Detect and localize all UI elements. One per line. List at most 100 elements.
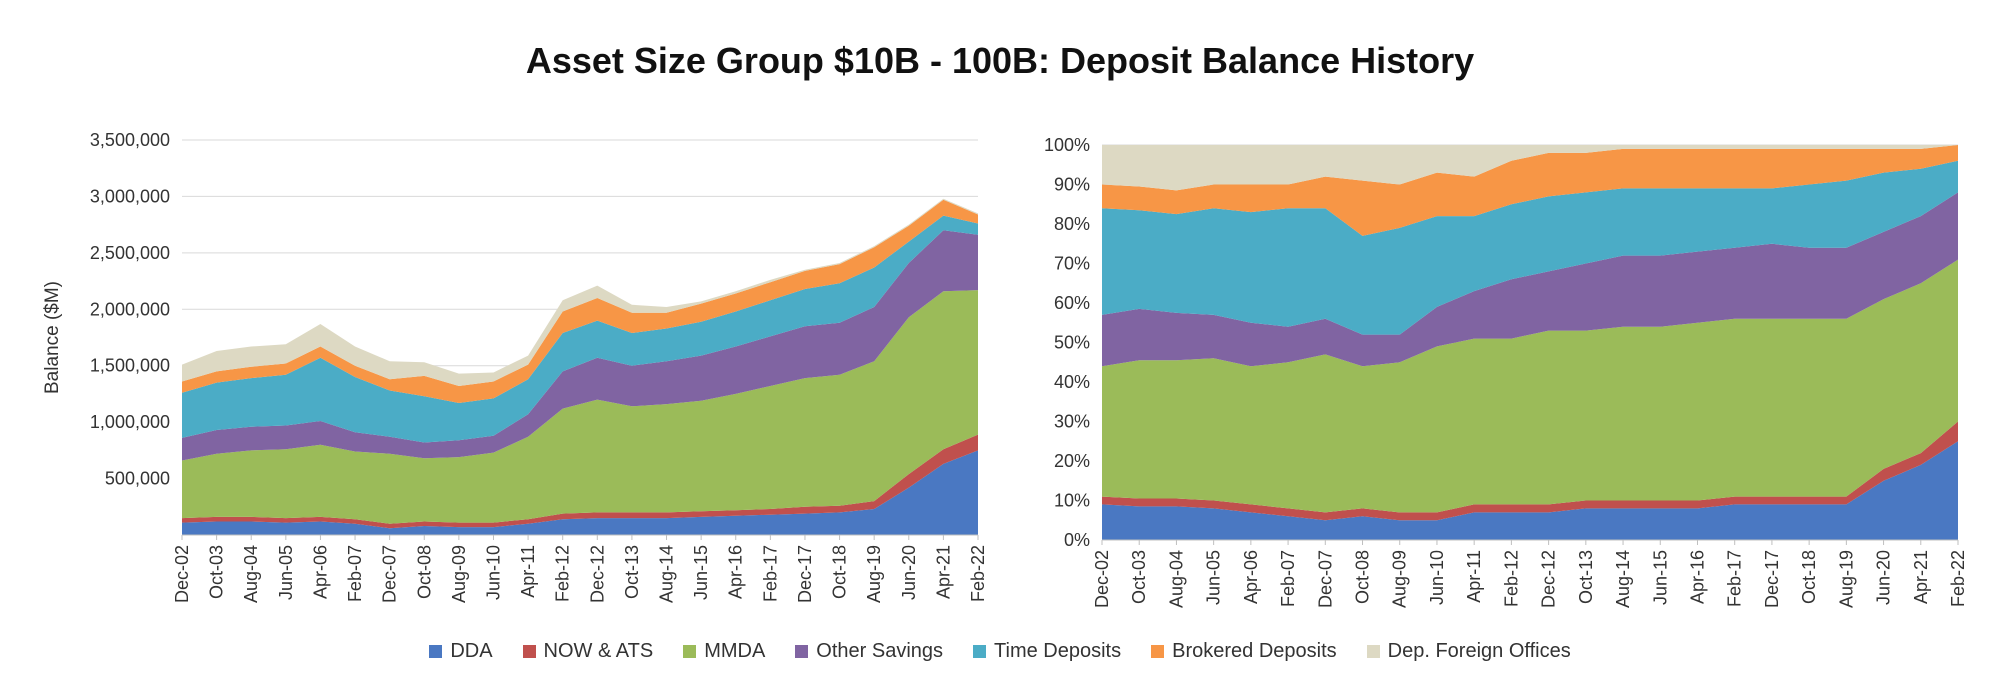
x-tick-label: Oct-08 [1353,550,1373,604]
series-area-other-savings [1102,192,1958,367]
x-tick-label: Oct-08 [414,545,434,599]
x-tick-label: Dec-02 [172,545,192,603]
y-tick-label: 60% [1054,293,1090,313]
legend-label: NOW & ATS [543,640,654,662]
legend-label: DDA [450,640,493,662]
y-tick-label: 100% [1044,135,1090,155]
x-tick-label: Apr-21 [1911,550,1931,604]
y-tick-label: 2,000,000 [90,299,170,319]
series-area-dda [1102,441,1958,540]
x-tick-label: Feb-22 [968,545,988,602]
legend-swatch [1151,645,1165,658]
x-tick-label: Oct-13 [1576,550,1596,604]
legend-item-other-savings: Other Savings [795,640,943,663]
x-tick-label: Oct-03 [1129,550,1149,604]
x-tick-label: Aug-04 [241,545,261,603]
x-tick-label: Feb-07 [345,545,365,602]
x-tick-label: Dec-07 [380,545,400,603]
chart-legend: DDA NOW & ATS MMDA Other Savings Time Deposi… [0,640,2000,663]
series-area-time-deposits [182,215,978,443]
legend-label: Time Deposits [994,640,1122,662]
series-area-other-savings [182,230,978,461]
y-axis-label: Balance ($M) [42,281,63,394]
series-area-mmda [182,290,978,524]
legend-label: Dep. Foreign Offices [1387,640,1571,662]
legend-swatch [973,645,987,658]
y-tick-label: 40% [1054,372,1090,392]
legend-swatch [795,645,809,658]
y-tick-label: 20% [1054,451,1090,471]
series-area-now-ats [182,434,978,529]
x-tick-label: Jun-20 [899,545,919,600]
y-tick-label: 80% [1054,214,1090,234]
chart-title: Asset Size Group $10B - 100B: Deposit Ba… [525,40,1475,81]
x-tick-label: Oct-13 [622,545,642,599]
x-tick-label: Apr-06 [1241,550,1261,604]
x-tick-label: Apr-16 [726,545,746,599]
y-tick-label: 500,000 [105,469,170,489]
legend-item-mmda: MMDA [683,640,765,663]
series-area-dda [182,450,978,535]
x-tick-label: Dec-17 [1762,550,1782,608]
x-tick-label: Apr-11 [1464,550,1484,603]
x-tick-label: Jun-10 [483,545,503,600]
y-tick-label: 0% [1064,530,1090,550]
legend-label: MMDA [704,640,766,662]
y-tick-label: 70% [1054,254,1090,274]
x-tick-label: Oct-03 [207,545,227,599]
x-tick-label: Dec-07 [1315,550,1335,608]
x-tick-label: Feb-17 [1725,550,1745,607]
x-tick-label: Apr-06 [310,545,330,599]
y-tick-label: 3,000,000 [90,186,170,206]
x-tick-label: Feb-07 [1278,550,1298,607]
series-area-time-deposits [1102,160,1958,335]
x-tick-label: Jun-10 [1427,550,1447,605]
y-tick-label: 10% [1054,491,1090,511]
x-tick-label: Feb-12 [1501,550,1521,607]
balance-area-chart: 500,000 1,000,000 1,500,000 2,000,000 2,500,… [42,130,988,603]
legend-swatch [429,645,443,658]
x-tick-label: Aug-19 [1836,550,1856,608]
x-tick-label: Jun-20 [1874,550,1894,605]
legend-label: Other Savings [816,640,944,662]
x-tick-label: Apr-11 [518,545,538,598]
x-tick-label: Dec-12 [1539,550,1559,608]
legend-swatch [683,645,697,658]
legend-item-dep-foreign-offices: Dep. Foreign Offices [1366,640,1571,663]
x-tick-label: Aug-19 [864,545,884,603]
y-tick-label: 1,000,000 [90,412,170,432]
x-tick-label: Oct-18 [1799,550,1819,604]
legend-label: Brokered Deposits [1172,640,1337,662]
series-area-dep-foreign-offices [1102,145,1958,191]
x-tick-label: Apr-16 [1687,550,1707,604]
y-tick-label: 30% [1054,412,1090,432]
x-tick-label: Feb-22 [1948,550,1968,607]
x-tick-label: Jun-05 [1204,550,1224,605]
x-tick-label: Dec-17 [795,545,815,603]
y-tick-label: 3,500,000 [90,130,170,150]
legend-swatch [522,645,536,658]
y-tick-label: 2,500,000 [90,243,170,263]
x-tick-label: Aug-09 [449,545,469,603]
x-tick-label: Jun-05 [276,545,296,600]
x-tick-label: Aug-14 [1613,550,1633,608]
percent-area-chart: 0% 10% 20% 30% 40% 50% 60% 70% 80% 90% 100% Dec-02 O… [1044,135,1968,608]
x-tick-label: Aug-14 [657,545,677,603]
x-tick-label: Aug-04 [1166,550,1186,608]
x-tick-label: Dec-02 [1092,550,1112,608]
y-tick-label: 50% [1054,333,1090,353]
legend-item-time-deposits: Time Deposits [973,640,1121,663]
x-tick-label: Feb-17 [760,545,780,602]
series-area-brokered-deposits [1102,145,1958,236]
y-tick-label: 90% [1054,175,1090,195]
x-tick-label: Dec-12 [587,545,607,603]
x-tick-label: Aug-09 [1390,550,1410,608]
x-tick-label: Feb-12 [553,545,573,602]
x-tick-label: Jun-15 [1650,550,1670,605]
x-tick-label: Oct-18 [830,545,850,599]
x-tick-label: Apr-21 [933,545,953,599]
x-tick-label: Jun-15 [691,545,711,600]
legend-item-dda: DDA [429,640,493,663]
series-area-mmda [1102,259,1958,513]
legend-swatch [1366,645,1380,658]
